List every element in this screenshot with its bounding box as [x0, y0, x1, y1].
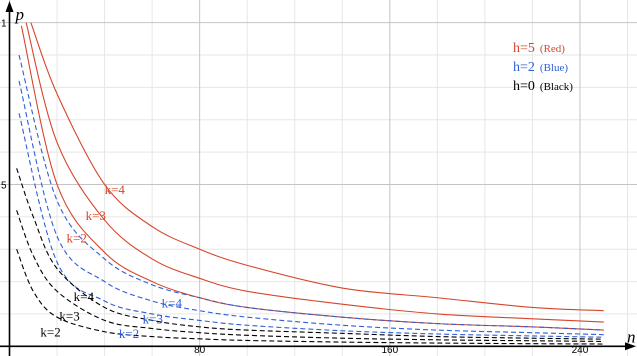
series-line-h0-k4: [16, 168, 604, 340]
series-label-h5-k3: k=3: [86, 208, 106, 223]
legend-entry: h=2 (Blue): [513, 60, 568, 75]
series-line-h2-k4: [18, 54, 604, 331]
labels-layer: k=4 k=3 k=2 k=4 k=3 k=2 k=4 k=3 k=2: [40, 182, 182, 341]
series-line-h0-k2: [16, 248, 604, 345]
legend-entry-note: (Red): [540, 43, 565, 55]
series-label-h5-k4: k=4: [105, 182, 126, 197]
legend-entry-note: (Blue): [540, 62, 568, 74]
x-axis-arrow: [625, 342, 636, 351]
series-label-h0-k2: k=2: [40, 325, 60, 340]
legend-entry-label: h=2: [513, 60, 535, 75]
x-axis-title: n: [627, 327, 636, 346]
y-tick-label: 1: [1, 19, 7, 30]
legend-entry-label: h=5: [513, 41, 535, 56]
x-tick-label: 80: [194, 345, 206, 356]
legend-entry: h=0 (Black): [513, 79, 573, 94]
y-axis-title: p: [15, 5, 24, 24]
series-label-h2-k3: k=3: [143, 312, 163, 327]
legend-entry-note: (Black): [540, 81, 573, 93]
series-layer: [16, 22, 604, 345]
series-label-h2-k4: k=4: [162, 295, 183, 310]
legend-entry-label: h=0: [513, 79, 535, 94]
x-tick-label: 160: [381, 345, 398, 356]
series-line-h2-k3: [18, 80, 604, 336]
y-tick-label: 0.5: [0, 180, 7, 191]
series-label-h0-k3: k=3: [59, 308, 79, 323]
y-axis-arrow: [5, 1, 14, 12]
x-tick-label: 240: [572, 345, 589, 356]
series-line-h5-k4: [30, 22, 604, 312]
series-line-h0-k3: [16, 210, 604, 342]
series-label-h0-k4: k=4: [74, 289, 95, 304]
legend: h=5 (Red) h=2 (Blue) h=0 (Black): [513, 41, 573, 94]
legend-entry: h=5 (Red): [513, 41, 565, 56]
series-label-h5-k2: k=2: [67, 231, 87, 246]
series-line-h5-k3: [25, 22, 604, 323]
series-line-h2-k2: [18, 113, 604, 338]
series-label-h2-k2: k=2: [119, 326, 139, 341]
